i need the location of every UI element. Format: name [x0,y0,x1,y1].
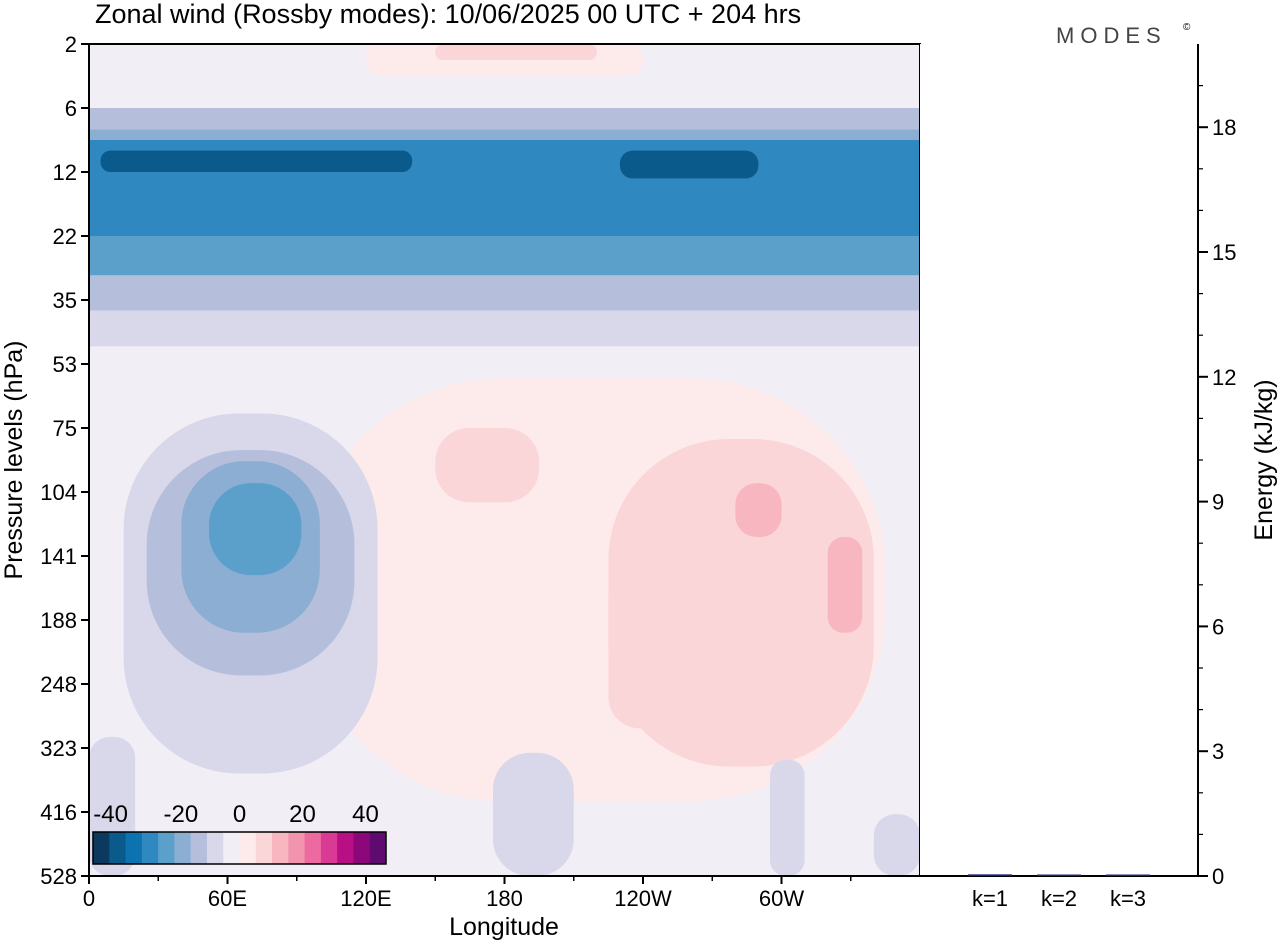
colorbar-swatch [272,832,289,864]
colorbar-swatch [109,832,127,864]
contour-region [100,150,413,172]
logo-mark: © [1183,22,1191,33]
colorbar-swatch [255,832,273,864]
contour-region [735,483,782,537]
energy-category-label: k=1 [972,886,1008,911]
contour-region [619,150,759,179]
colorbar-swatch [125,832,143,864]
x-axis-label: Longitude [449,913,559,941]
y-tick-label: 2 [65,32,77,57]
x-tick-label: 180 [486,886,523,911]
contour-field [89,44,920,876]
energy-tick-label: 18 [1212,115,1236,140]
contour-region [89,236,920,276]
contour-region [608,568,678,729]
colorbar-frame [92,831,387,865]
colorbar-swatch [353,832,371,864]
x-tick-label: 60E [208,886,247,911]
contour-region [89,275,920,311]
x-tick-label: 60W [759,886,804,911]
contour-region [89,108,920,130]
contour-region [873,814,920,876]
energy-plot-area [920,44,1198,876]
x-tick-label: 0 [83,886,95,911]
y-tick-label: 528 [40,864,77,889]
colorbar-swatch [239,832,257,864]
colorbar-swatch [304,832,322,864]
x-tick-label: 120E [340,886,391,911]
colorbar-tick-label: -20 [164,801,199,828]
energy-axis-label: Energy (kJ/kg) [1250,379,1278,540]
y-tick-label: 248 [40,672,77,697]
contour-region [435,44,597,60]
colorbar-swatch [206,832,224,864]
energy-category-label: k=2 [1041,886,1077,911]
colorbar-swatch [288,832,306,864]
y-tick-label: 75 [53,416,77,441]
colorbar-tick-label: 0 [233,801,246,828]
longitude-axis: 0 60E 120E 180 120W 60W [83,876,852,911]
colorbar-swatch [369,832,387,864]
y-axis-label: Pressure levels (hPa) [0,341,28,580]
contour-region [209,483,302,576]
x-tick-label: 120W [614,886,672,911]
energy-bar [1106,874,1150,876]
energy-tick-label: 6 [1212,614,1224,639]
pressure-axis: 2 6 12 22 35 53 75 104 141 188 248 323 416 528 [40,32,89,889]
y-tick-label: 141 [40,544,77,569]
energy-tick-label: 15 [1212,240,1236,265]
y-tick-label: 6 [65,96,77,121]
energy-panel: 0 3 6 9 12 15 18 k=1 k=2 k=3 [920,44,1236,911]
energy-bar [1037,874,1081,876]
chart-title: Zonal wind (Rossby modes): 10/06/2025 00… [95,0,801,29]
contour-region [89,310,920,347]
y-tick-label: 22 [53,224,77,249]
colorbar-swatch [320,832,338,864]
colorbar-swatch [190,832,208,864]
colorbar-swatch [141,832,159,864]
energy-tick-label: 12 [1212,365,1236,390]
energy-tick-label: 9 [1212,490,1224,515]
contour-region [769,759,805,876]
colorbar-swatch [337,832,354,864]
energy-tick-label: 0 [1212,864,1224,889]
y-tick-label: 416 [40,800,77,825]
colorbar-swatch [174,832,192,864]
colorbar-tick-label: 40 [352,801,379,828]
energy-category-label: k=3 [1110,886,1146,911]
colorbar-tick-label: 20 [289,801,316,828]
y-tick-label: 323 [40,736,77,761]
modes-logo: MODES [1056,23,1167,48]
energy-bar [968,874,1012,876]
colorbar-swatch [158,832,175,864]
colorbar: -40 -20 0 20 40 [92,801,387,865]
colorbar-swatch [93,832,110,864]
y-tick-label: 35 [53,288,77,313]
y-tick-label: 12 [53,160,77,185]
y-tick-label: 188 [40,608,77,633]
y-tick-label: 53 [53,352,77,377]
colorbar-tick-label: -40 [93,801,128,828]
colorbar-swatch [223,832,240,864]
energy-tick-label: 3 [1212,739,1224,764]
contour-region [827,536,863,633]
contour-region [89,129,920,140]
contour-region [435,428,540,503]
contour-region [492,752,574,876]
y-tick-label: 104 [40,480,77,505]
